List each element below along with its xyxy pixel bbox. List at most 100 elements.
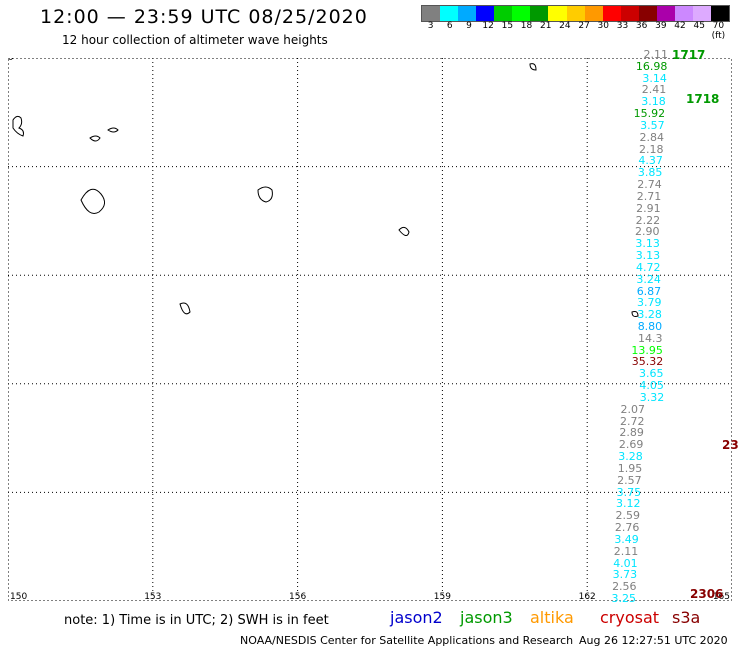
island-outline: [257, 186, 273, 203]
credit-line: NOAA/NESDIS Center for Satellite Applica…: [240, 634, 574, 647]
wave-height-value: 3.65: [639, 367, 664, 381]
color-scale-label: 30: [597, 21, 609, 31]
color-swatch: [440, 6, 459, 21]
island-outline: [529, 63, 537, 71]
wave-height-value: 3.57: [640, 118, 665, 132]
wave-height-value: 2.76: [614, 521, 640, 535]
color-scale-label: 42: [674, 21, 686, 31]
color-scale-label: 9: [466, 21, 472, 31]
satellite-cryosat: cryosat: [600, 608, 660, 627]
wave-height-value: 2.18: [638, 142, 664, 156]
wave-height-value: 3.12: [616, 497, 641, 511]
color-swatch: [512, 6, 531, 21]
wave-height-value: 14.3: [638, 331, 663, 345]
wave-height-value: 2.57: [617, 473, 642, 487]
color-scale-label: 3: [427, 21, 434, 31]
color-swatch: [458, 6, 477, 21]
wave-height-value: 15.92: [633, 107, 666, 121]
color-swatch: [692, 6, 711, 21]
wave-height-value: 4.01: [613, 556, 638, 570]
wave-height-value: 3.25: [611, 592, 637, 605]
color-swatch: [566, 6, 585, 21]
satellite-jason2: jason2: [390, 608, 443, 627]
wave-height-value: 2.91: [636, 201, 661, 215]
footer-note: note: 1) Time is in UTC; 2) SWH is in fe…: [64, 613, 329, 628]
pass-time-label: 2306: [690, 587, 724, 601]
wave-height-value: 35.32: [631, 355, 664, 369]
color-swatch: [422, 6, 441, 21]
wave-height-value: 3.32: [639, 390, 665, 404]
wave-height-value: 3.73: [612, 568, 638, 582]
wave-height-value: 4.05: [639, 379, 664, 393]
color-scale-label: 15: [501, 21, 514, 31]
color-swatch: [620, 6, 639, 21]
satellite-s3a: s3a: [672, 608, 701, 627]
wave-height-value: 6.87: [636, 284, 662, 298]
x-tick-label: 162: [579, 592, 596, 601]
color-scale-label: 33: [616, 21, 629, 31]
pass-time-label: 1717: [672, 48, 706, 62]
satellite-jason3: jason3: [460, 608, 513, 627]
color-scale-label: 6: [446, 21, 453, 31]
wave-height-value: 4.72: [636, 260, 661, 274]
color-scale-label: 18: [520, 21, 533, 31]
color-swatch: [674, 6, 693, 21]
wave-height-value: 2.07: [620, 402, 646, 416]
wave-height-value: 3.24: [636, 272, 661, 286]
wave-height-value: 2.72: [619, 414, 645, 428]
wave-height-value: 3.28: [637, 308, 662, 322]
color-swatch: [548, 6, 567, 21]
color-scale-bar: [421, 5, 730, 22]
wave-height-value: 2.41: [641, 83, 667, 97]
y-tick-label: 10: [8, 58, 14, 63]
island-outline: [107, 127, 119, 133]
wave-height-value: 4.37: [638, 154, 663, 168]
island-outline: [631, 311, 639, 317]
color-scale-label: 39: [655, 21, 667, 31]
color-scale-label: 24: [559, 21, 571, 31]
wave-height-value: 3.13: [635, 237, 660, 251]
wave-height-value: 2.59: [615, 509, 640, 523]
wave-height-value: 3.13: [635, 249, 661, 263]
color-swatch: [602, 6, 621, 21]
wave-height-value: 3.28: [618, 450, 643, 464]
map-title: 12:00 — 23:59 UTC 08/25/2020: [40, 6, 368, 28]
wave-height-value: 2.90: [635, 225, 660, 239]
wave-height-value: 3.85: [637, 166, 663, 180]
color-scale-label: 12: [482, 21, 494, 31]
x-tick-label: 150: [10, 592, 27, 601]
generation-timestamp: Aug 26 12:27:51 UTC 2020: [579, 634, 728, 647]
wave-height-value: 3.14: [642, 71, 667, 85]
x-tick-label: 159: [434, 592, 451, 601]
wave-height-value: 2.74: [637, 178, 662, 192]
island-outline: [398, 226, 410, 236]
pass-time-label: 23: [722, 438, 739, 452]
island-outline: [89, 135, 101, 142]
wave-height-value: 3.49: [614, 532, 639, 546]
color-swatch: [584, 6, 603, 21]
wave-height-value: 2.11: [643, 48, 669, 61]
wave-height-value: 2.89: [619, 426, 644, 440]
color-scale-label: 27: [578, 21, 590, 31]
wave-height-value: 3.75: [616, 485, 642, 499]
wave-height-value: 2.22: [635, 213, 661, 227]
x-tick-label: 165: [713, 592, 730, 601]
color-scale-label: 45: [693, 21, 705, 31]
pass-time-label: 1718: [686, 92, 720, 106]
x-tick-label: 156: [289, 592, 306, 601]
island-outline: [80, 188, 105, 214]
wave-height-value: 1.95: [617, 461, 643, 475]
island-outline: [12, 115, 24, 137]
color-swatch: [638, 6, 657, 21]
satellite-altika: altika: [530, 608, 574, 627]
island-outlines: [12, 63, 639, 317]
wave-height-value: 2.11: [613, 544, 639, 558]
wave-height-value: 3.18: [641, 95, 666, 109]
color-swatch: [476, 6, 495, 21]
color-swatch: [656, 6, 675, 21]
wave-height-value: 3.79: [637, 296, 662, 310]
wave-height-value: 8.80: [637, 320, 663, 333]
x-tick-label: 153: [144, 592, 161, 601]
wave-height-value: 2.56: [612, 580, 637, 594]
wave-height-value: 2.84: [639, 130, 665, 144]
